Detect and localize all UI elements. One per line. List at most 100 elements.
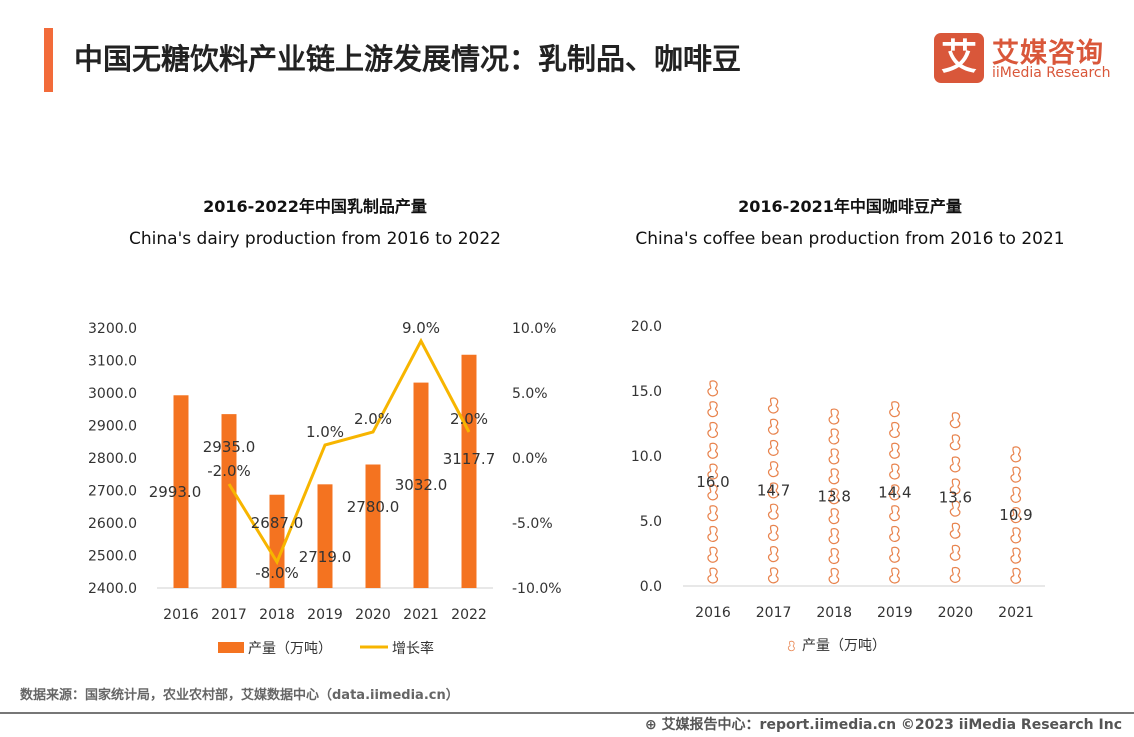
coffee-bean-icon xyxy=(707,442,719,459)
y-tick-label: 5.0 xyxy=(640,514,662,530)
legend-bar-label: 产量（万吨） xyxy=(248,641,332,657)
coffee-bean-icon xyxy=(949,566,961,584)
x-tick-label: 2020 xyxy=(938,605,974,621)
coffee-bean-icon xyxy=(828,548,840,565)
y-tick-label: 2700.0 xyxy=(88,484,137,500)
coffee-bean-icon xyxy=(767,524,779,541)
x-tick-label: 2017 xyxy=(211,607,247,623)
coffee-bean-icon xyxy=(949,456,961,473)
coffee-bean-icon xyxy=(828,508,840,525)
footer: ⊕ 艾媒报告中心：report.iimedia.cn ©2023 iiMedia… xyxy=(645,714,1122,734)
dairy-subtitle: China's dairy production from 2016 to 20… xyxy=(129,229,501,249)
coffee-bean-icon xyxy=(828,428,840,445)
bar xyxy=(269,494,285,588)
bar-data-label: 2719.0 xyxy=(299,548,352,566)
coffee-bean-icon xyxy=(828,528,840,545)
bar-data-label: 2687.0 xyxy=(251,514,304,532)
legend-label: 产量（万吨） xyxy=(802,638,886,654)
bar xyxy=(461,354,477,588)
x-tick-label: 2019 xyxy=(307,607,343,623)
coffee-bean-icon xyxy=(1010,547,1022,564)
coffee-bean-icon xyxy=(889,463,900,480)
growth-data-label: 2.0% xyxy=(450,410,488,428)
growth-line xyxy=(227,337,471,566)
logo: 艾 艾媒咨询 iiMedia Research xyxy=(934,33,1114,85)
x-tick-label: 2022 xyxy=(451,607,487,623)
bar-data-label: 10.9 xyxy=(999,506,1032,524)
coffee-bean-icon xyxy=(767,503,779,520)
bar-data-label: 14.4 xyxy=(878,483,911,501)
growth-data-label: 2.0% xyxy=(354,410,392,428)
x-tick-label: 2018 xyxy=(259,607,295,623)
y2-tick-label: 5.0% xyxy=(512,386,548,402)
coffee-bean-icon xyxy=(1010,486,1022,503)
coffee-bean-icon xyxy=(707,380,719,397)
y-tick-label: 2500.0 xyxy=(88,549,137,565)
coffee-subtitle: China's coffee bean production from 2016… xyxy=(635,229,1065,249)
bar xyxy=(173,395,189,588)
bar-data-label: 14.7 xyxy=(757,481,790,499)
bar-data-label: 2993.0 xyxy=(149,483,202,501)
bar-data-label: 3117.7 xyxy=(443,450,496,468)
x-tick-label: 2020 xyxy=(355,607,391,623)
bar-data-label: 13.6 xyxy=(939,489,972,507)
coffee-bean-icon xyxy=(889,401,900,418)
bar-data-label: 16.0 xyxy=(696,473,729,491)
coffee-bean-icon xyxy=(707,421,719,439)
bar xyxy=(221,414,237,588)
legend-bar-swatch xyxy=(218,642,244,653)
y2-tick-label: -10.0% xyxy=(512,581,562,597)
y-tick-label: 2400.0 xyxy=(88,581,137,597)
coffee-bean-icon xyxy=(1010,446,1022,463)
y-tick-label: 3200.0 xyxy=(88,321,137,337)
growth-data-label: -8.0% xyxy=(255,564,299,582)
coffee-bean-icon xyxy=(889,567,900,584)
y-tick-label: 3100.0 xyxy=(88,354,137,370)
footer-text: 艾媒报告中心：report.iimedia.cn ©2023 iiMedia R… xyxy=(661,717,1122,733)
coffee-bean-icon xyxy=(828,567,840,585)
coffee-bean-icon xyxy=(767,397,779,414)
bar xyxy=(413,382,429,588)
coffee-bean-icon xyxy=(707,567,719,584)
x-tick-label: 2021 xyxy=(998,605,1034,621)
coffee-bean-icon xyxy=(1010,567,1022,584)
x-tick-label: 2018 xyxy=(816,605,852,621)
footer-divider xyxy=(0,712,1134,714)
logo-en: iiMedia Research xyxy=(992,65,1111,81)
coffee-chart-title: 2016-2021年中国咖啡豆产量 China's coffee bean pr… xyxy=(600,193,1100,249)
coffee-bean-icon xyxy=(767,567,779,584)
coffee-bean-icon xyxy=(767,546,779,563)
coffee-title: 2016-2021年中国咖啡豆产量 xyxy=(738,197,962,216)
y-tick-label: 15.0 xyxy=(631,384,662,400)
coffee-bean-icon xyxy=(767,418,779,435)
y-tick-label: 3000.0 xyxy=(88,386,137,402)
coffee-bean-icon xyxy=(949,544,961,561)
coffee-bean-icon xyxy=(889,442,900,459)
x-tick-label: 2021 xyxy=(403,607,439,623)
coffee-bean-icon xyxy=(707,546,719,563)
x-tick-label: 2017 xyxy=(756,605,792,621)
title-accent-bar xyxy=(44,28,53,92)
coffee-bean-icon xyxy=(707,401,719,418)
logo-cn: 艾媒咨询 xyxy=(992,38,1104,69)
y2-tick-label: 10.0% xyxy=(512,321,556,337)
y-tick-label: 10.0 xyxy=(631,449,662,465)
y-tick-label: 2600.0 xyxy=(88,516,137,532)
dairy-chart-title: 2016-2022年中国乳制品产量 China's dairy producti… xyxy=(90,193,540,249)
growth-data-label: -2.0% xyxy=(207,462,251,480)
globe-icon: ⊕ xyxy=(644,717,662,733)
coffee-bean-icon xyxy=(949,412,961,429)
y-tick-label: 20.0 xyxy=(631,319,662,335)
coffee-bean-icon xyxy=(949,522,961,539)
bar xyxy=(317,484,333,588)
coffee-bean-icon xyxy=(767,461,779,478)
coffee-bean-icon xyxy=(828,448,840,465)
coffee-bean-icon xyxy=(828,468,840,485)
legend-bean-icon xyxy=(787,640,795,652)
coffee-bean-icon xyxy=(889,546,900,563)
y2-tick-label: -5.0% xyxy=(512,516,553,532)
coffee-bean-icon xyxy=(1010,527,1022,544)
dairy-title: 2016-2022年中国乳制品产量 xyxy=(203,197,427,216)
